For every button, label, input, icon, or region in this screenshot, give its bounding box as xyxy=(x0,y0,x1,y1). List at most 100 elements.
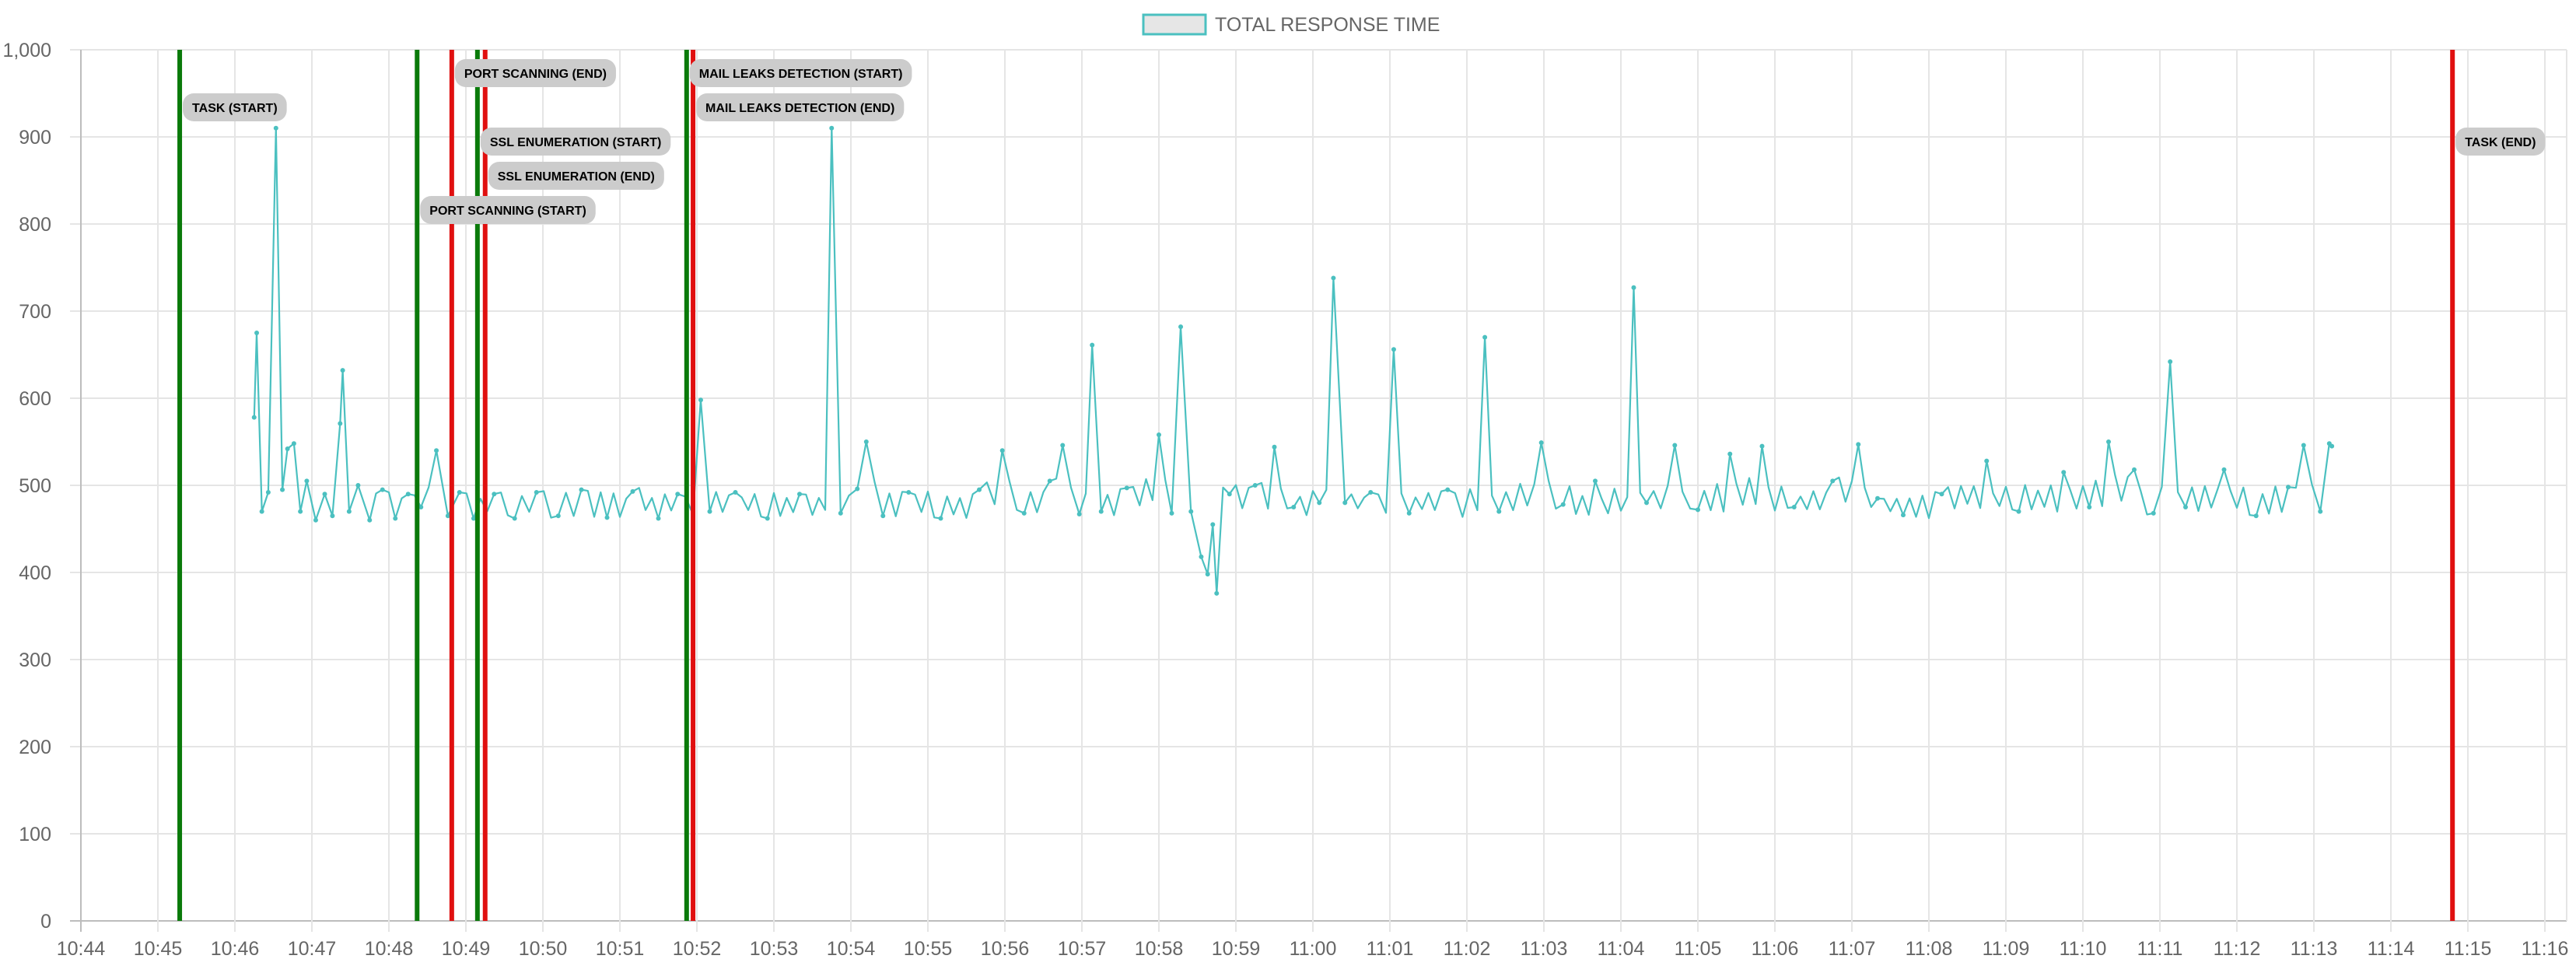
data-point xyxy=(1727,451,1733,457)
legend-label: TOTAL RESPONSE TIME xyxy=(1215,14,1440,36)
data-point xyxy=(1901,513,1906,518)
annotation-label: MAIL LEAKS DETECTION (START) xyxy=(689,59,912,87)
data-point xyxy=(1875,495,1880,501)
data-point xyxy=(259,509,264,514)
data-point xyxy=(1188,509,1194,514)
axes: 0 100 200 300 400 500 600 700 800 900 1,000 10:44 10… xyxy=(2,40,2568,960)
y-tick-label: 500 xyxy=(19,475,51,497)
data-point xyxy=(656,516,661,521)
x-tick-label: 11:12 xyxy=(2214,938,2261,960)
x-tick-label: 11:02 xyxy=(1444,938,1491,960)
data-point xyxy=(355,483,361,488)
data-point xyxy=(1830,478,1836,484)
data-point xyxy=(855,486,860,492)
x-tick-label: 10:52 xyxy=(673,938,722,960)
data-point xyxy=(298,509,303,514)
data-point xyxy=(880,513,886,519)
y-tick-label: 900 xyxy=(19,127,51,149)
data-point xyxy=(1331,275,1336,281)
annotation-box xyxy=(183,93,287,121)
data-point xyxy=(1406,510,1412,516)
data-point xyxy=(291,441,296,446)
data-point xyxy=(445,513,450,519)
annotation-text: MAIL LEAKS DETECTION (END) xyxy=(705,102,894,115)
data-point xyxy=(1696,507,1700,513)
annotation-text: TASK (START) xyxy=(192,102,278,115)
annotation-labels: TASK (START) PORT SCANNING (START) PORT SC… xyxy=(183,59,2546,224)
data-point xyxy=(1496,509,1502,514)
y-tick-label: 200 xyxy=(19,737,51,758)
annotation-label: SSL ENUMERATION (END) xyxy=(488,162,664,190)
data-point xyxy=(604,515,610,520)
x-tick-label: 11:14 xyxy=(2368,938,2415,960)
data-point xyxy=(555,513,561,519)
data-point xyxy=(1939,492,1944,497)
annotation-label: TASK (END) xyxy=(2455,128,2546,156)
annotation-box xyxy=(488,162,664,190)
annotation-box xyxy=(480,128,671,156)
data-point xyxy=(1984,458,1990,464)
x-tick-label: 11:15 xyxy=(2445,938,2492,960)
data-point xyxy=(2087,505,2092,509)
data-point xyxy=(313,517,318,523)
x-tick-label: 10:47 xyxy=(288,938,337,960)
data-point xyxy=(2061,470,2067,475)
legend[interactable]: TOTAL RESPONSE TIME xyxy=(1142,13,1440,36)
data-point xyxy=(2329,443,2335,449)
data-point xyxy=(1368,489,1374,495)
data-point xyxy=(1047,478,1052,484)
data-point xyxy=(1214,590,1220,596)
x-tick-label: 11:01 xyxy=(1367,938,1414,960)
data-point xyxy=(338,421,343,426)
data-point xyxy=(1342,500,1348,506)
data-point xyxy=(938,516,943,521)
annotation-text: MAIL LEAKS DETECTION (START) xyxy=(699,68,903,81)
data-point xyxy=(2016,509,2021,514)
data-point xyxy=(1672,443,1678,448)
data-point xyxy=(330,513,335,519)
annotation-text: SSL ENUMERATION (START) xyxy=(490,136,661,149)
data-point xyxy=(380,487,385,492)
x-tick-label: 10:54 xyxy=(827,938,876,960)
y-tick-label: 700 xyxy=(19,301,51,323)
data-point xyxy=(285,446,290,451)
data-point xyxy=(1445,487,1451,492)
data-point xyxy=(2132,467,2137,472)
y-tick-label: 1,000 xyxy=(2,40,51,61)
x-tick-label: 11:16 xyxy=(2522,938,2569,960)
x-tick-label: 11:06 xyxy=(1752,938,1799,960)
annotation-text: PORT SCANNING (START) xyxy=(429,205,586,218)
data-point xyxy=(254,331,260,335)
data-point xyxy=(1482,334,1488,340)
series-line xyxy=(253,127,2333,594)
data-point xyxy=(838,510,843,516)
data-point xyxy=(1169,510,1174,516)
data-point xyxy=(1272,444,1277,450)
data-point xyxy=(280,487,285,492)
annotation-label: MAIL LEAKS DETECTION (END) xyxy=(696,93,905,121)
annotation-text: SSL ENUMERATION (END) xyxy=(498,170,655,184)
x-tick-label: 10:49 xyxy=(442,938,491,960)
data-point xyxy=(2318,509,2323,514)
x-tick-label: 10:55 xyxy=(904,938,953,960)
annotation-label: PORT SCANNING (START) xyxy=(420,196,596,224)
data-point xyxy=(1178,324,1184,330)
data-point xyxy=(579,487,584,492)
annotation-label: SSL ENUMERATION (START) xyxy=(480,128,671,156)
x-tick-label: 10:58 xyxy=(1135,938,1184,960)
y-tick-label: 0 xyxy=(40,911,51,933)
data-point xyxy=(1593,478,1598,484)
data-point xyxy=(698,397,703,403)
data-point xyxy=(2286,485,2291,490)
data-point xyxy=(1391,347,1396,352)
data-point xyxy=(675,492,681,497)
x-tick-label: 10:59 xyxy=(1212,938,1261,960)
data-point xyxy=(1252,483,1258,488)
data-point xyxy=(733,489,738,495)
data-point xyxy=(2301,443,2306,448)
data-point xyxy=(2221,467,2227,472)
data-point xyxy=(1090,342,1095,348)
data-point xyxy=(251,415,257,420)
data-point xyxy=(2183,505,2188,509)
y-tick-label: 400 xyxy=(19,562,51,584)
